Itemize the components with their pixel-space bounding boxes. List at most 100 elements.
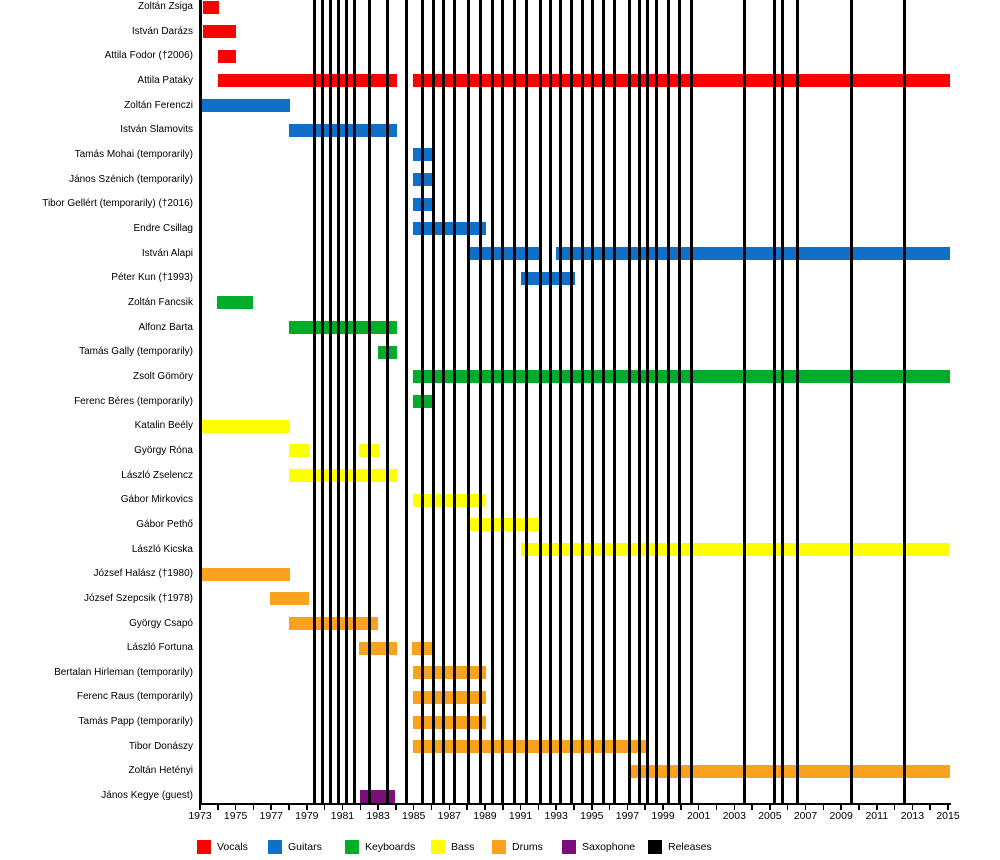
member-label: János Kegye (guest)	[101, 790, 193, 802]
legend-swatch-releases	[648, 840, 662, 854]
legend-label: Keyboards	[365, 841, 416, 853]
legend-item: Releases	[648, 840, 712, 854]
x-axis-tick-label: 2005	[758, 810, 782, 822]
member-label: Zoltán Hetényi	[128, 765, 193, 777]
x-axis-line	[199, 802, 951, 805]
x-axis-tick	[359, 805, 362, 810]
x-axis-tick	[858, 805, 860, 810]
x-axis-tick-label: 1979	[295, 810, 319, 822]
member-tenure-bar	[289, 444, 309, 458]
member-tenure-bar	[628, 764, 950, 778]
member-label: István Alapi	[141, 247, 193, 259]
legend-item: Saxophone	[562, 840, 635, 854]
member-tenure-bar	[520, 543, 950, 557]
x-axis-tick	[412, 805, 415, 810]
x-axis-tick	[715, 805, 718, 810]
release-line	[742, 0, 746, 803]
release-line	[336, 0, 340, 803]
x-axis-tick	[751, 805, 753, 810]
member-label: Bertalan Hirleman (temporarily)	[54, 666, 193, 678]
x-axis-tick	[680, 805, 682, 810]
x-axis-tick-label: 1987	[437, 810, 461, 822]
x-axis-tick	[395, 805, 397, 810]
release-line	[353, 0, 357, 803]
member-tenure-bar	[200, 419, 290, 433]
x-axis-tick	[804, 805, 807, 810]
member-tenure-bar	[289, 469, 397, 483]
legend-swatch-saxophone	[562, 840, 576, 854]
x-axis-tick	[448, 805, 451, 810]
legend-label: Releases	[668, 841, 712, 853]
release-line	[655, 0, 659, 803]
member-label: Attila Fodor (†2006)	[104, 50, 193, 62]
x-axis-tick-label: 2013	[900, 810, 925, 822]
x-axis-tick	[769, 805, 771, 810]
release-line	[569, 0, 573, 803]
member-label: László Kicska	[131, 543, 193, 555]
member-tenure-bar	[202, 0, 219, 14]
member-label: Gábor Pethő	[136, 518, 193, 530]
legend-label: Vocals	[217, 841, 248, 853]
x-axis-tick	[252, 805, 255, 810]
x-axis-tick-label: 1975	[223, 810, 248, 822]
x-axis-tick	[840, 805, 842, 810]
legend-swatch-vocals	[197, 840, 211, 854]
x-axis-tick	[199, 805, 201, 810]
member-label: Zoltán Zsiga	[137, 1, 193, 12]
x-axis-tick	[733, 805, 736, 810]
member-label: Zsolt Gömöry	[132, 370, 193, 382]
release-line	[772, 0, 776, 803]
x-axis-tick	[502, 805, 504, 810]
release-line	[666, 0, 670, 803]
legend-swatch-drums	[492, 840, 506, 854]
member-label: Tamás Papp (temporarily)	[78, 716, 193, 728]
x-axis-tick	[270, 805, 272, 810]
member-label: Ferenc Béres (temporarily)	[74, 395, 193, 407]
member-label: Péter Kun (†1993)	[111, 272, 193, 284]
x-axis-tick	[484, 805, 486, 810]
member-label: Zoltán Fancsik	[127, 296, 193, 308]
x-axis-tick	[377, 805, 379, 810]
x-axis-tick-label: 1995	[580, 810, 604, 822]
member-label: László Zselencz	[121, 469, 193, 481]
x-axis-tick	[217, 805, 219, 810]
x-axis-tick-label: 2011	[865, 810, 889, 822]
member-label: József Szepcsik (†1978)	[84, 592, 193, 604]
member-label: József Halász (†1980)	[93, 568, 194, 580]
member-tenure-bar	[358, 641, 397, 655]
member-tenure-bar	[289, 123, 397, 137]
legend-item: Drums	[492, 840, 543, 854]
x-axis-tick	[697, 805, 700, 810]
release-line	[441, 0, 445, 803]
release-line	[421, 0, 425, 803]
member-label: György Róna	[134, 444, 193, 456]
x-axis-tick	[822, 805, 825, 810]
x-axis-tick-label: 1997	[615, 810, 640, 822]
x-axis-tick-label: 1983	[366, 810, 390, 822]
x-axis-tick	[786, 805, 789, 810]
release-line	[467, 0, 471, 803]
release-line	[538, 0, 542, 803]
x-axis-tick	[341, 805, 344, 810]
release-line	[345, 0, 349, 803]
member-tenure-bar	[289, 617, 379, 630]
member-label: János Szénich (temporarily)	[69, 173, 193, 185]
member-label: Zoltán Ferenczi	[124, 99, 193, 111]
release-line	[549, 0, 553, 803]
member-tenure-bar	[270, 592, 309, 606]
release-line	[780, 0, 784, 803]
legend-label: Guitars	[288, 841, 322, 853]
x-axis-tick-label: 2015	[936, 810, 960, 822]
legend-label: Bass	[451, 841, 475, 853]
member-label: Katalin Beély	[134, 420, 193, 432]
release-line	[796, 0, 799, 803]
x-axis-tick	[234, 805, 237, 810]
release-line	[601, 0, 605, 803]
release-line	[591, 0, 595, 803]
x-axis-tick-label: 1991	[508, 810, 533, 822]
member-tenure-bar	[289, 321, 397, 335]
release-line	[453, 0, 457, 803]
x-axis-tick	[626, 805, 629, 810]
release-line	[850, 0, 854, 803]
